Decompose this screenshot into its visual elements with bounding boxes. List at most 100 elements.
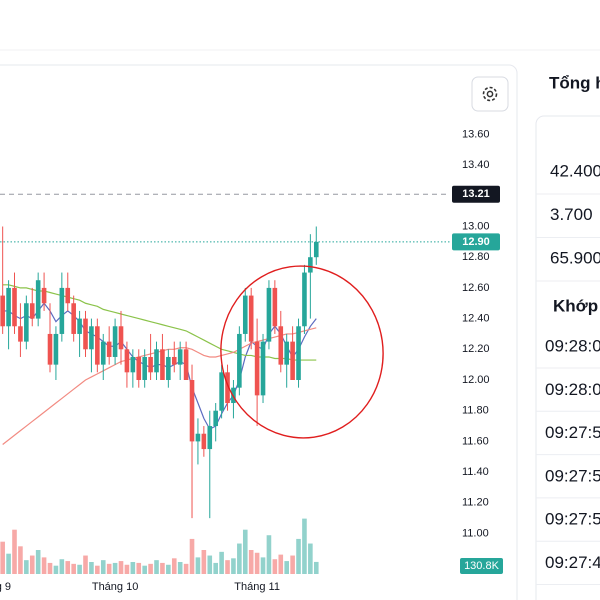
volume-bar xyxy=(290,555,295,574)
volume-bar xyxy=(106,563,112,574)
volume-bar xyxy=(183,563,189,574)
trade-time: 09:27:5 xyxy=(545,423,600,442)
candle-body xyxy=(266,287,272,342)
candle-body xyxy=(47,333,53,365)
candle-body xyxy=(189,380,195,442)
volume-bar xyxy=(0,541,5,574)
candle-body xyxy=(272,287,278,327)
y-tick-label: 12.60 xyxy=(462,282,490,294)
x-tick-label: Tháng 9 xyxy=(0,581,11,593)
candle-body xyxy=(219,372,224,411)
volume-bar xyxy=(166,564,171,574)
candle-body xyxy=(106,341,112,357)
volume-bar xyxy=(195,557,201,574)
volume-bar xyxy=(18,546,23,574)
volume-bar xyxy=(260,557,266,574)
candle-body xyxy=(6,287,11,327)
panel-title: Tổng hợ xyxy=(549,73,600,92)
x-tick-label: Tháng 10 xyxy=(92,581,138,593)
volume-bar xyxy=(302,518,307,574)
volume-bar xyxy=(83,555,88,574)
candle-body xyxy=(65,287,71,304)
volume-bar xyxy=(225,560,230,574)
volume-bar xyxy=(201,550,207,574)
candle-body xyxy=(201,433,207,450)
candle-body xyxy=(302,272,307,327)
volume-bar xyxy=(6,553,11,574)
volume-bar xyxy=(130,562,136,574)
candle-body xyxy=(118,326,124,350)
price-label-box xyxy=(452,185,500,203)
volume-bar xyxy=(142,565,147,574)
summary-value: 3.700 xyxy=(550,205,593,224)
candle-body xyxy=(290,341,295,380)
x-tick-label: Tháng 11 xyxy=(234,581,280,593)
candle-body xyxy=(225,372,230,404)
volume-label-box xyxy=(460,558,503,574)
volume-label: 130.8K xyxy=(464,560,500,572)
volume-bar xyxy=(154,560,159,574)
candle-body xyxy=(195,433,201,442)
volume-bar xyxy=(313,561,319,574)
volume-bar xyxy=(24,560,29,574)
summary-value: 42.400 xyxy=(550,161,600,180)
candle-body xyxy=(207,426,213,450)
candle-body xyxy=(71,303,76,334)
volume-bar xyxy=(124,564,130,574)
annotation-circle xyxy=(220,265,384,439)
candle-body xyxy=(100,341,106,365)
candle-body xyxy=(278,326,284,365)
volume-bar xyxy=(219,551,224,574)
volume-bar xyxy=(35,550,41,574)
y-tick-label: 13.00 xyxy=(462,220,490,232)
candle-body xyxy=(313,241,319,258)
volume-bar xyxy=(177,562,183,574)
candle-body xyxy=(171,356,177,365)
y-tick-label: 11.20 xyxy=(462,497,489,509)
candle-body xyxy=(254,341,260,396)
price-label-box xyxy=(452,233,500,251)
moving-average-line xyxy=(2,327,317,445)
plot xyxy=(0,226,319,574)
candle-body xyxy=(41,287,47,304)
candle-body xyxy=(29,303,35,319)
volume-bar xyxy=(148,563,153,574)
candle-body xyxy=(154,349,159,373)
candle-body xyxy=(59,287,65,334)
volume-bar xyxy=(71,563,76,574)
volume-bar xyxy=(65,561,71,574)
volume-bar xyxy=(284,561,289,574)
volume-bar xyxy=(100,560,106,574)
volume-bar xyxy=(207,555,213,574)
y-tick-label: 11.00 xyxy=(462,527,489,539)
settings-button[interactable] xyxy=(471,76,509,112)
volume-bar xyxy=(272,559,278,574)
candle-body xyxy=(308,257,313,273)
volume-bar xyxy=(231,558,236,574)
volume-bar xyxy=(112,562,118,574)
candle-body xyxy=(177,349,183,365)
y-tick-label: 13.60 xyxy=(462,128,490,140)
trade-time: 09:27:5 xyxy=(545,466,600,485)
y-tick-label: 12.20 xyxy=(462,343,490,355)
candle-body xyxy=(124,349,130,373)
volume-bar xyxy=(308,543,313,574)
section-title: Khớp xyxy=(553,296,598,315)
candle-body xyxy=(160,349,165,380)
volume-bar xyxy=(160,562,165,574)
candle-body xyxy=(166,356,171,380)
candle-body xyxy=(148,356,153,373)
volume-bar xyxy=(296,538,301,574)
candle-body xyxy=(237,333,242,388)
candle-body xyxy=(112,326,118,357)
volume-bar xyxy=(29,555,35,574)
candle-body xyxy=(242,295,248,334)
candle-body xyxy=(24,303,29,342)
trade-time: 09:28:0 xyxy=(545,336,600,355)
volume-bar xyxy=(266,535,272,574)
volume-bar xyxy=(59,559,65,574)
y-tick-label: 12.00 xyxy=(462,374,490,386)
candle-body xyxy=(260,341,266,396)
volume-bar xyxy=(136,562,142,574)
